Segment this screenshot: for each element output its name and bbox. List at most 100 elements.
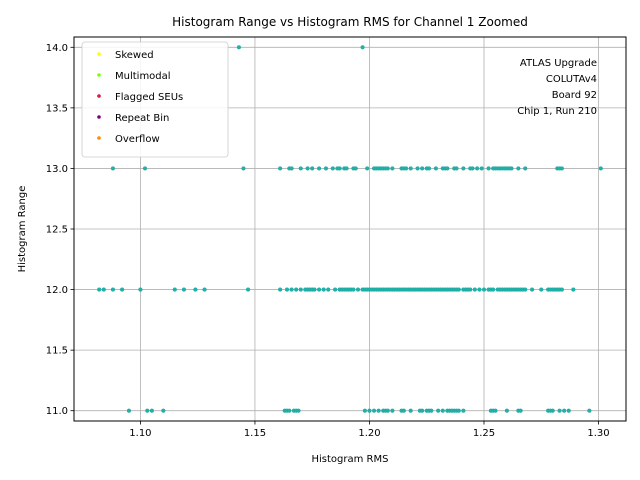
data-point — [289, 287, 294, 292]
data-point — [456, 408, 461, 413]
data-point — [344, 166, 349, 171]
data-point — [523, 287, 528, 292]
y-tick-label: 11.5 — [46, 346, 68, 357]
annotation-line: COLUTAv4 — [546, 74, 597, 85]
data-point — [385, 166, 390, 171]
data-point — [454, 166, 459, 171]
data-point — [172, 287, 177, 292]
y-tick-label: 12.0 — [46, 285, 68, 296]
data-point — [360, 45, 365, 50]
data-point — [587, 408, 592, 413]
data-point — [486, 166, 491, 171]
y-tick-label: 14.0 — [46, 43, 68, 54]
data-point — [376, 408, 381, 413]
data-point — [433, 166, 438, 171]
y-tick-label: 13.5 — [46, 103, 68, 114]
data-point — [333, 287, 338, 292]
legend-box — [81, 41, 229, 158]
data-point — [518, 408, 523, 413]
data-point — [161, 408, 166, 413]
legend-label: Skewed — [115, 50, 154, 61]
data-point — [120, 287, 125, 292]
data-point — [390, 408, 395, 413]
data-point — [557, 408, 562, 413]
data-point — [468, 287, 473, 292]
data-point — [355, 287, 361, 292]
data-point — [126, 408, 132, 413]
annotation-line: Board 92 — [552, 90, 597, 101]
data-point — [509, 166, 514, 171]
data-point — [559, 287, 564, 292]
data-point — [472, 287, 477, 292]
data-point — [530, 287, 535, 292]
data-point — [445, 166, 450, 171]
annotation-line: Chip 1, Run 210 — [517, 106, 597, 117]
data-point — [101, 287, 106, 292]
annotation-line: ATLAS Upgrade — [520, 58, 597, 69]
data-point — [550, 408, 555, 413]
x-axis-ticks: 1.10 1.15 1.20 1.25 1.30 — [129, 421, 610, 439]
data-point — [246, 287, 251, 292]
data-point — [193, 287, 198, 292]
data-point — [477, 287, 482, 292]
data-point — [371, 408, 377, 413]
data-point — [429, 408, 434, 413]
y-tick-label: 12.5 — [46, 225, 68, 236]
data-point — [138, 287, 143, 292]
data-point — [401, 408, 406, 413]
legend-marker — [97, 52, 101, 56]
data-point — [110, 287, 115, 292]
data-point — [559, 166, 564, 171]
data-point — [479, 166, 484, 171]
data-point — [353, 166, 358, 171]
data-point — [317, 287, 322, 292]
data-point — [404, 166, 409, 171]
data-point — [475, 166, 480, 171]
legend-label: Flagged SEUs — [115, 92, 183, 103]
data-point — [415, 166, 420, 171]
data-point — [312, 287, 317, 292]
legend-label: Multimodal — [115, 71, 171, 82]
data-point — [562, 408, 567, 413]
data-points — [97, 45, 603, 413]
data-point — [305, 166, 310, 171]
x-tick-label: 1.15 — [244, 428, 266, 439]
data-point — [278, 166, 283, 171]
data-point — [365, 166, 370, 171]
data-point — [289, 166, 294, 171]
data-point — [493, 408, 498, 413]
data-point — [310, 166, 315, 171]
legend: Skewed Multimodal Flagged SEUs Repeat Bin Ov… — [81, 41, 229, 158]
data-point — [390, 166, 395, 171]
grid-lines — [74, 37, 626, 421]
data-point — [236, 45, 241, 50]
data-point — [330, 166, 335, 171]
y-tick-label: 11.0 — [46, 406, 68, 417]
data-point — [367, 408, 372, 413]
data-point — [241, 166, 246, 171]
data-point — [426, 166, 432, 171]
data-point — [351, 287, 356, 292]
data-point — [481, 287, 487, 292]
legend-label: Overflow — [115, 134, 160, 145]
x-axis-label: Histogram RMS — [312, 454, 389, 465]
data-point — [97, 287, 102, 292]
data-point — [523, 166, 528, 171]
y-tick-label: 13.0 — [46, 164, 68, 175]
data-point — [323, 166, 329, 171]
data-point — [456, 287, 461, 292]
data-point — [145, 408, 150, 413]
data-point — [284, 287, 290, 292]
data-point — [294, 287, 299, 292]
data-point — [420, 166, 425, 171]
data-point — [598, 166, 603, 171]
data-point — [321, 287, 326, 292]
annotation-text: ATLAS Upgrade COLUTAv4 Board 92 Chip 1, Run… — [517, 58, 597, 117]
data-point — [461, 166, 466, 171]
legend-label: Repeat Bin — [115, 113, 169, 124]
data-point — [181, 287, 186, 292]
data-point — [470, 166, 475, 171]
data-point — [278, 287, 283, 292]
data-point — [504, 408, 509, 413]
